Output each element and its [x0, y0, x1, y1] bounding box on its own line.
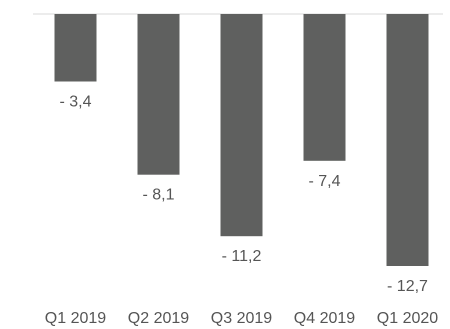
bar-q1-2019 [54, 14, 97, 82]
bar-data-label: - 3,4 [59, 94, 91, 111]
bars-group [54, 14, 429, 266]
x-tick-label: Q1 2019 [45, 310, 106, 327]
x-tick-label: Q2 2019 [128, 310, 189, 327]
bar-labels-group: - 3,4 - 8,1 - 11,2 - 7,4 - 12,7 [59, 94, 428, 296]
bar-q1-2020 [386, 14, 429, 266]
x-tick-label: Q1 2020 [377, 310, 438, 327]
bar-q4-2019 [303, 14, 346, 161]
bar-data-label: - 8,1 [142, 187, 174, 204]
bar-data-label: - 11,2 [222, 248, 262, 265]
x-tick-label: Q4 2019 [294, 310, 355, 327]
x-tick-labels-group: Q1 2019 Q2 2019 Q3 2019 Q4 2019 Q1 2020 [45, 310, 438, 327]
bar-data-label: - 12,7 [387, 278, 428, 295]
bar-q2-2019 [137, 14, 180, 175]
x-tick-label: Q3 2019 [211, 310, 272, 327]
bar-data-label: - 7,4 [308, 173, 340, 190]
bar-q3-2019 [220, 14, 263, 237]
